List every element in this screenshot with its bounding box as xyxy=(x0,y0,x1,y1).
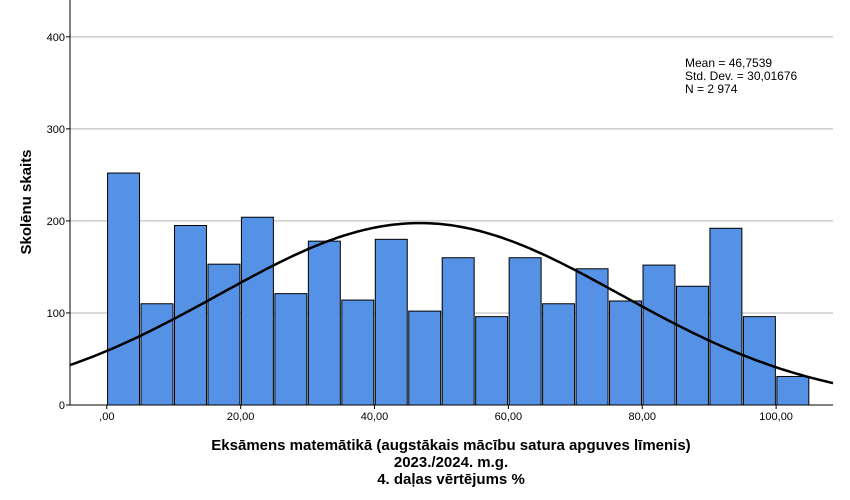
y-tick-label: 400 xyxy=(47,32,65,44)
x-tick-label: 80,00 xyxy=(628,411,656,423)
stat-mean: Mean = 46,7539 xyxy=(685,56,772,70)
axes xyxy=(69,0,833,406)
bar-90 xyxy=(709,227,743,406)
bar-60 xyxy=(508,257,542,406)
bar-5 xyxy=(140,303,174,406)
bar-35 xyxy=(341,299,375,406)
x-tick-label: 100,00 xyxy=(759,411,793,423)
y-tick-labels: 0 100 200 300 400 xyxy=(47,32,70,412)
bar-20 xyxy=(240,216,274,406)
bar-40 xyxy=(374,238,408,406)
bar-65 xyxy=(542,303,576,406)
bar-0 xyxy=(107,172,141,406)
y-tick-label: 300 xyxy=(47,124,65,136)
bar-85 xyxy=(675,285,709,406)
stat-std-dev: Std. Dev. = 30,01676 xyxy=(685,69,798,83)
stat-n: N = 2 974 xyxy=(685,82,738,96)
x-tick-label: 40,00 xyxy=(361,411,389,423)
x-axis-label-line-1: Eksāmens matemātikā (augstākais mācību s… xyxy=(211,437,690,454)
x-axis-label-line-3: 4. daļas vērtējums % xyxy=(377,471,525,488)
normal-curve xyxy=(69,221,834,385)
y-axis-label: Skolēnu skaits xyxy=(18,149,35,254)
x-tick-label: 60,00 xyxy=(495,411,523,423)
bar-100 xyxy=(776,375,810,406)
bars xyxy=(107,172,810,406)
y-tick-label: 200 xyxy=(47,216,65,228)
bar-70 xyxy=(575,268,609,406)
x-tick-label: 20,00 xyxy=(227,411,255,423)
bar-45 xyxy=(408,310,442,406)
y-tick-label: 100 xyxy=(47,308,65,320)
bar-75 xyxy=(609,300,643,406)
x-tick-labels: ,00 20,00 40,00 60,00 80,00 100,00 xyxy=(99,405,793,423)
x-tick-label: ,00 xyxy=(99,411,114,423)
x-axis-label-line-2: 2023./2024. m.g. xyxy=(394,454,508,471)
bar-50 xyxy=(441,257,475,406)
bar-25 xyxy=(274,293,308,406)
bar-30 xyxy=(307,240,341,406)
bar-55 xyxy=(475,316,509,406)
bar-80 xyxy=(642,264,676,406)
y-tick-label: 0 xyxy=(59,400,65,412)
bar-95 xyxy=(742,316,776,406)
